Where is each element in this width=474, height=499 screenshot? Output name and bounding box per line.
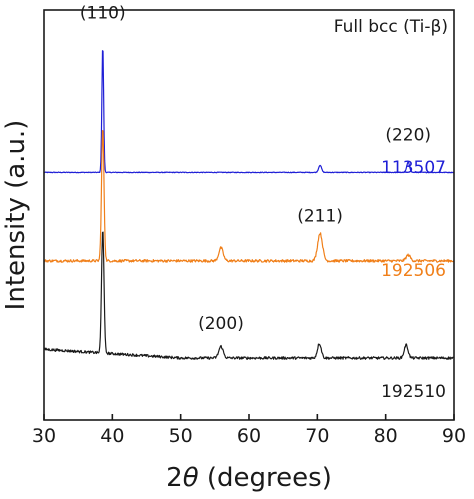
x-tick-label-70: 70 (305, 425, 329, 447)
series-label-192506: 192506 (381, 261, 446, 281)
x-tick-label-60: 60 (237, 425, 261, 447)
x-tick-label-90: 90 (442, 425, 466, 447)
x-tick-label-40: 40 (100, 425, 124, 447)
series-curves (43, 50, 455, 360)
x-axis-ticks: 30 40 50 60 70 80 90 (32, 414, 466, 447)
peak-label-220: (220) (385, 126, 431, 146)
chart-labels: 113507 192506 192510 (110) (220) (211) (200) (80, 4, 446, 402)
series-label-192510: 192510 (381, 382, 446, 402)
x-tick-label-30: 30 (32, 425, 56, 447)
x-axis-title: 2θ (degrees) (166, 463, 332, 493)
series-label-113507: 113507 (381, 158, 446, 178)
y-axis-title: Intensity (a.u.) (1, 120, 31, 311)
series-line-192510 (43, 231, 455, 360)
peak-label-211: (211) (297, 207, 343, 227)
series-line-192506 (43, 130, 455, 263)
phase-annotation: Full bcc (Ti-β) (334, 17, 448, 37)
x-tick-label-80: 80 (374, 425, 398, 447)
series-line-113507 (43, 50, 455, 174)
peak-label-200: (200) (198, 314, 244, 334)
x-tick-label-50: 50 (169, 425, 193, 447)
peak-label-110: (110) (80, 4, 126, 24)
